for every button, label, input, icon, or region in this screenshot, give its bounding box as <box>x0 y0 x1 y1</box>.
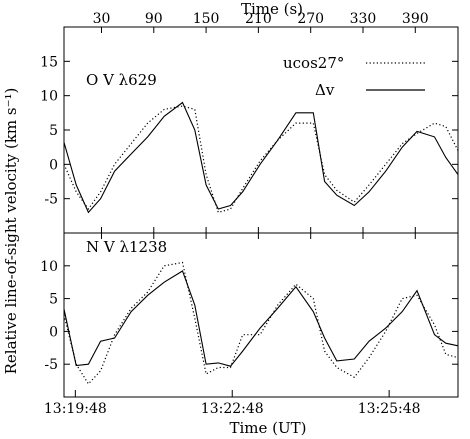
bottom-tick-label: 13:25:48 <box>358 401 421 417</box>
legend-label-dv: Δv <box>315 81 335 99</box>
top-axis-label: Time (s) <box>241 0 303 18</box>
bottom-axis-label: Time (UT) <box>229 419 306 437</box>
y-tick-label: 15 <box>40 54 58 70</box>
top-tick-label: 30 <box>93 11 111 27</box>
top-tick-label: 390 <box>402 11 429 27</box>
y-tick-label: 10 <box>40 259 58 275</box>
top-tick-label: 90 <box>145 11 163 27</box>
y-tick-label: 0 <box>49 324 58 340</box>
top-tick-label: 330 <box>350 11 377 27</box>
legend-label-ucos: ucos27° <box>283 54 344 72</box>
series-line-dv-panel-1 <box>63 101 459 214</box>
plot-frame <box>63 26 459 398</box>
top-tick-label: 210 <box>245 11 272 27</box>
series-line-ucos-panel-2 <box>63 261 459 385</box>
panel-label-ov: O V λ629 <box>86 71 157 89</box>
series-line-ucos-panel-1 <box>63 105 459 214</box>
y-tick-label: 10 <box>40 89 58 105</box>
y-tick-label: -5 <box>44 192 58 208</box>
top-tick-label: 270 <box>297 11 324 27</box>
bottom-tick-label: 13:19:48 <box>44 401 107 417</box>
top-tick-label: 150 <box>193 11 220 27</box>
y-axis-label: Relative line-of-sight velocity (km s⁻¹) <box>2 88 20 375</box>
y-tick-label: 5 <box>49 292 58 308</box>
y-tick-label: 0 <box>49 157 58 173</box>
y-tick-label: -5 <box>44 357 58 373</box>
series-line-dv-panel-2 <box>63 270 459 367</box>
panel-label-nv: N V λ1238 <box>86 238 167 256</box>
y-tick-label: 5 <box>49 123 58 139</box>
bottom-tick-label: 13:22:48 <box>201 401 264 417</box>
